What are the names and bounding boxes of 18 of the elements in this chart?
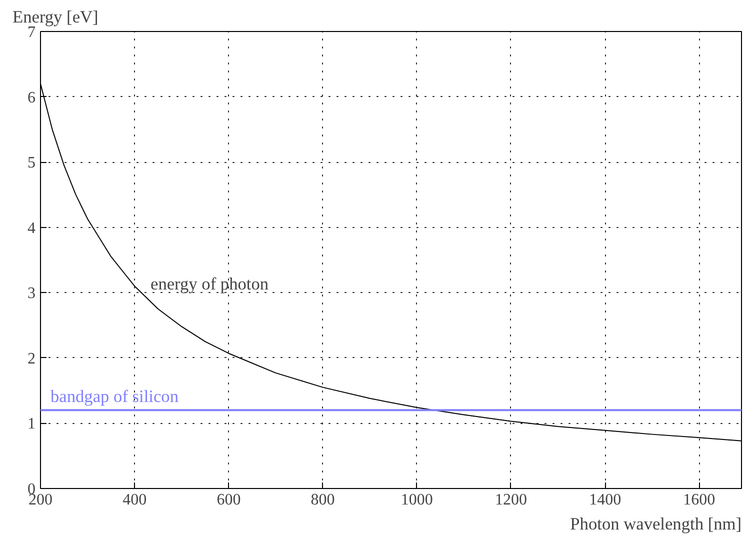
y-tick-label: 2 bbox=[28, 350, 36, 368]
x-tick-label: 600 bbox=[216, 492, 241, 508]
y-tick-label: 1 bbox=[28, 416, 36, 433]
x-tick-label: 1000 bbox=[400, 492, 433, 508]
y-tick-label: 4 bbox=[28, 220, 36, 237]
x-axis-title: Photon wavelength [nm] bbox=[570, 514, 742, 534]
x-tick-label: 1200 bbox=[494, 492, 527, 508]
y-axis-title: Energy [eV] bbox=[12, 8, 98, 26]
x-tick-label: 1600 bbox=[683, 492, 716, 508]
x-tick-label: 400 bbox=[122, 492, 147, 508]
y-tick-label: 6 bbox=[28, 89, 36, 106]
y-tick-label: 7 bbox=[28, 24, 36, 41]
x-tick-label: 800 bbox=[310, 492, 335, 508]
y-tick-label: 3 bbox=[28, 285, 36, 302]
ref-line-label: bandgap of silicon bbox=[50, 387, 179, 406]
y-tick-label: 5 bbox=[28, 154, 36, 172]
annotation: energy of photon bbox=[150, 274, 269, 294]
x-tick-label: 1400 bbox=[589, 492, 622, 508]
